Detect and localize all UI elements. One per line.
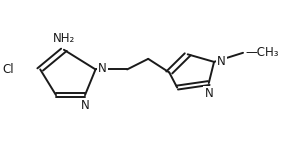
Text: —CH₃: —CH₃ (245, 46, 279, 59)
Text: N: N (98, 62, 107, 75)
Text: N: N (81, 99, 89, 112)
Text: N: N (204, 87, 213, 100)
Text: NH₂: NH₂ (53, 32, 75, 45)
Text: N: N (217, 55, 225, 68)
Text: Cl: Cl (3, 63, 14, 76)
